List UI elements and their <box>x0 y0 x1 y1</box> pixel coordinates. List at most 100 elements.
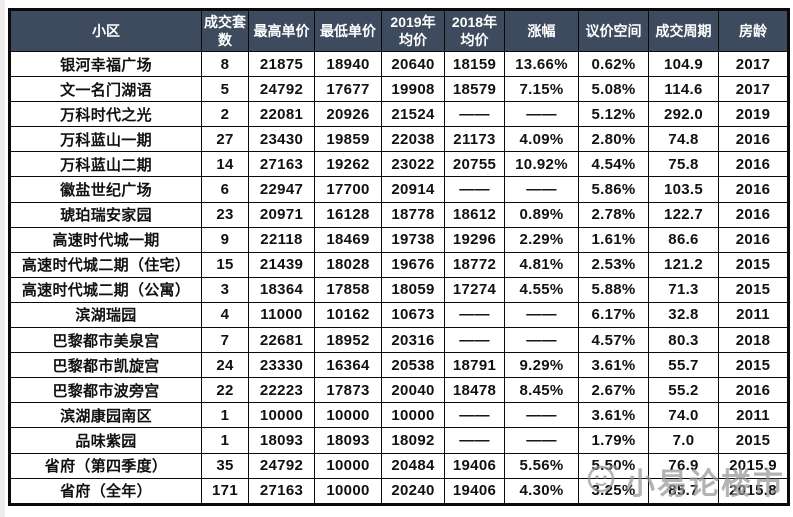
table-cell: 23022 <box>381 151 445 178</box>
table-cell: 22081 <box>248 101 315 128</box>
table-cell: 3.61% <box>578 352 649 379</box>
table-cell: 17858 <box>314 276 382 303</box>
table-cell: 18772 <box>444 251 505 278</box>
table-row: 琥珀瑞安家园 23 20971 16128 18778 18612 0.89% 2.78% 12… <box>9 201 789 228</box>
table-cell: 5.56% <box>504 452 579 479</box>
table-cell: 5.12% <box>578 101 649 128</box>
table-cell: 114.6 <box>648 76 719 103</box>
table-cell: 18478 <box>444 377 505 404</box>
table-cell: 5.50% <box>578 452 649 479</box>
table-cell: 万科时代之光 <box>9 101 202 128</box>
table-cell: 18579 <box>444 76 505 103</box>
table-cell: 万科蓝山二期 <box>9 151 202 178</box>
table-cell: 品味紫园 <box>9 427 202 454</box>
table-row: 万科蓝山二期 14 27163 19262 23022 20755 10.92% 4.54% 7… <box>9 151 789 178</box>
table-cell: 滨湖康园南区 <box>9 402 202 429</box>
column-header: 最低单价 <box>314 9 382 52</box>
table-cell: 2016 <box>718 377 789 404</box>
table-cell: 21173 <box>444 126 505 153</box>
table-cell: 18940 <box>314 50 382 78</box>
column-header: 涨幅 <box>504 9 579 52</box>
table-cell: 24792 <box>248 452 315 479</box>
table-cell: 71.3 <box>648 276 719 303</box>
table-cell: 80.3 <box>648 327 719 354</box>
table-cell: 24792 <box>248 76 315 103</box>
table-cell: 22681 <box>248 327 315 354</box>
table-cell: 14 <box>201 151 249 178</box>
column-header: 房龄 <box>718 9 789 52</box>
table-cell: 10000 <box>314 452 382 479</box>
table-cell: 55.2 <box>648 377 719 404</box>
table-cell: 7 <box>201 327 249 354</box>
table-cell: 高速时代城二期（公寓） <box>9 276 202 303</box>
table-cell: —— <box>444 327 505 354</box>
table-cell: 9 <box>201 226 249 253</box>
table-cell: 2.67% <box>578 377 649 404</box>
table-cell: 3 <box>201 276 249 303</box>
table-row: 巴黎都市波旁宫 22 22223 17873 20040 18478 8.45% 2.67% 5… <box>9 377 789 404</box>
table-cell: 7.0 <box>648 427 719 454</box>
page-left-margin-strip <box>0 0 5 517</box>
table-cell: 20755 <box>444 151 505 178</box>
table-cell: 2019 <box>718 101 789 128</box>
table-cell: 4.81% <box>504 251 579 278</box>
table-row: 文一名门湖语 5 24792 17677 19908 18579 7.15% 5.08% 114… <box>9 76 789 103</box>
column-header: 最高单价 <box>248 9 315 52</box>
table-cell: 4.55% <box>504 276 579 303</box>
table-cell: 86.6 <box>648 226 719 253</box>
table-cell: —— <box>504 101 579 128</box>
table-cell: 10000 <box>248 402 315 429</box>
table-cell: 20640 <box>381 50 445 78</box>
table-cell: 文一名门湖语 <box>9 76 202 103</box>
table-cell: 17274 <box>444 276 505 303</box>
table-row: 万科时代之光 2 22081 20926 21524 —— —— 5.12% 292.0 2019 <box>9 101 789 128</box>
table-cell: 75.8 <box>648 151 719 178</box>
table-cell: 2016 <box>718 201 789 228</box>
table-cell: 2.53% <box>578 251 649 278</box>
table-cell: 4.57% <box>578 327 649 354</box>
table-cell: 滨湖瑞园 <box>9 301 202 329</box>
table-cell: —— <box>444 176 505 203</box>
table-cell: 17677 <box>314 76 382 103</box>
table-cell: 76.9 <box>648 452 719 479</box>
table-cell: 19676 <box>381 251 445 278</box>
table-cell: 74.8 <box>648 126 719 153</box>
table-cell: 2015 <box>718 276 789 303</box>
table-cell: 2015.8 <box>718 477 789 505</box>
table-cell: 19406 <box>444 477 505 505</box>
table-cell: 103.5 <box>648 176 719 203</box>
table-cell: 27163 <box>248 477 315 505</box>
price-table-container: 小区 成交套数 最高单价 最低单价 2019年均价 2018年均价 涨幅 议价空间 成交周期 房龄… <box>8 8 790 506</box>
header-row: 小区 成交套数 最高单价 最低单价 2019年均价 2018年均价 涨幅 议价空间 成交周期 房龄 <box>9 9 789 52</box>
table-cell: 27 <box>201 126 249 153</box>
table-cell: —— <box>444 402 505 429</box>
table-cell: 巴黎都市波旁宫 <box>9 377 202 404</box>
table-row: 巴黎都市凯旋宫 24 23330 16364 20538 18791 9.29% 3.61% 5… <box>9 352 789 379</box>
table-cell: —— <box>504 402 579 429</box>
table-cell: —— <box>444 101 505 128</box>
table-cell: 4.09% <box>504 126 579 153</box>
table-cell: 20316 <box>381 327 445 354</box>
table-cell: 22223 <box>248 377 315 404</box>
table-cell: 85.7 <box>648 477 719 505</box>
table-cell: 35 <box>201 452 249 479</box>
table-cell: 5 <box>201 76 249 103</box>
table-cell: 18778 <box>381 201 445 228</box>
table-cell: 24 <box>201 352 249 379</box>
table-row: 滨湖康园南区 1 10000 10000 10000 —— —— 3.61% 74.0 2011 <box>9 402 789 429</box>
column-header: 2018年均价 <box>444 9 505 52</box>
table-cell: 2015 <box>718 251 789 278</box>
table-cell: 4.54% <box>578 151 649 178</box>
table-cell: —— <box>444 427 505 454</box>
table-cell: 18092 <box>381 427 445 454</box>
table-cell: 省府（第四季度） <box>9 452 202 479</box>
table-cell: —— <box>504 327 579 354</box>
table-row: 徽盐世纪广场 6 22947 17700 20914 —— —— 5.86% 103.5 2016 <box>9 176 789 203</box>
table-cell: 6.17% <box>578 301 649 329</box>
table-cell: 19262 <box>314 151 382 178</box>
table-cell: 27163 <box>248 151 315 178</box>
table-cell: 15 <box>201 251 249 278</box>
table-cell: 20538 <box>381 352 445 379</box>
table-cell: —— <box>504 427 579 454</box>
table-cell: 巴黎都市美泉宫 <box>9 327 202 354</box>
